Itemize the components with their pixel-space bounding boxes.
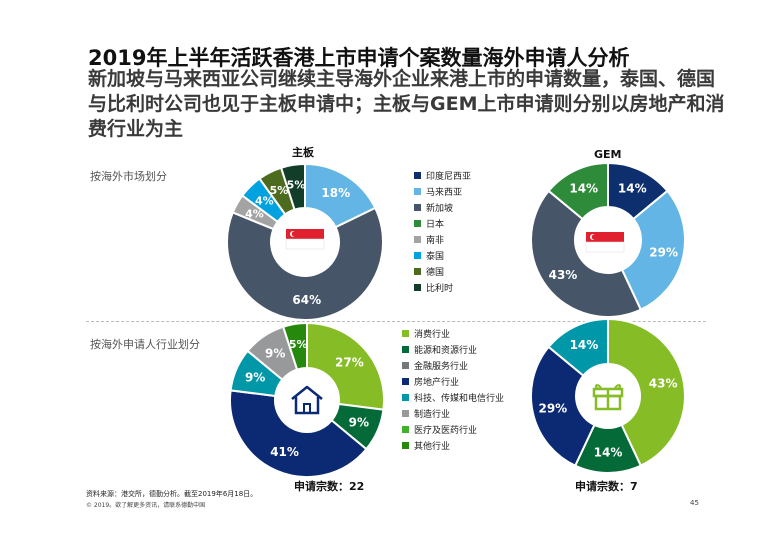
main-market-data-label: 4% [255,195,274,208]
legend-label: 德国 [426,267,445,278]
legend-industry: 消费行业能源和资源行业 金融服务行业 房地产行业科技、传媒和电信行业 制造行业医疗及医… [402,325,504,453]
singapore-flag-icon [585,232,625,253]
legend-item: 德国 [414,263,471,279]
legend-label: 印度尼西亚 [426,171,472,182]
legend-label: 房地产行业 [414,377,460,388]
legend-label: 消费行业 [414,329,451,340]
legend-item: 比利时 [414,279,471,295]
singapore-flag-icon [285,229,325,250]
legend-item: 消费行业 [402,325,504,341]
main-board-label: 主板 [292,146,314,159]
gem-industry-donut-chart: 43% 14% 29% 14% [530,317,686,474]
main-market-data-label: 18% [321,186,350,200]
legend-swatch [402,409,409,417]
page-number: 45 [690,499,699,507]
gem-market-donut-chart: 14% 29% 43% 14% [530,161,686,318]
legend-item: 科技、传媒和电信行业 [402,389,504,405]
legend-swatch [402,329,409,337]
legend-item: 其他行业 [402,437,504,453]
gem-industry-data-label: 43% [649,377,678,391]
main-industry-slice [306,321,385,411]
main-industry-data-label: 9% [245,371,265,385]
main-market-data-label: 4% [245,208,264,221]
main-industry-data-label: 9% [265,346,285,360]
legend-swatch [414,171,421,179]
legend-item: 制造行业 [402,405,504,421]
legend-item: 医疗及医药行业 [402,421,504,437]
page-subtitle: 新加坡与马来西亚公司继续主导海外企业来港上市的申请数量，泰国、德国与比利时公司也… [88,68,725,140]
legend-label: 金融服务行业 [414,361,469,372]
main-market-data-label: 64% [292,293,321,307]
legend-label: 能源和资源行业 [414,345,478,356]
main-market-data-label: 5% [270,184,289,197]
footnote: 资料来源：港交所，德勤分析。截至2019年6月18日。 [86,490,258,498]
legend-swatch [414,283,421,291]
legend-label: 新加坡 [426,203,454,214]
legend-label: 南非 [426,235,445,246]
main-industry-donut-chart: 27%9%41%9%9%5% [229,321,385,478]
main-industry-data-label: 9% [349,415,369,429]
legend-label: 医疗及医药行业 [414,425,478,436]
gem-industry-data-label: 14% [594,446,623,460]
legend-item: 南非 [414,231,471,247]
main-industry-data-label: 41% [270,445,299,459]
legend-item: 泰国 [414,247,471,263]
legend-swatch [402,345,409,353]
gift-icon [592,384,624,411]
legend-swatch [414,267,421,275]
legend-item: 日本 [414,215,471,231]
legend-item: 新加坡 [414,199,471,215]
main-market-data-label: 5% [287,179,306,192]
legend-label: 其他行业 [414,441,451,452]
main-industry-data-label: 5% [289,338,308,351]
legend-swatch [414,203,421,211]
legend-label: 泰国 [426,251,445,262]
legend-item: 房地产行业 [402,373,504,389]
legend-label: 比利时 [426,283,454,294]
legend-swatch [414,187,421,195]
gem-industry-data-label: 29% [538,401,567,415]
gem-market-data-label: 43% [549,268,578,282]
gem-market-data-label: 14% [618,181,647,195]
page-title: 2019年上半年活跃香港上市申请个案数量海外申请人分析 [88,46,630,70]
main-industry-data-label: 27% [335,356,364,370]
legend-label: 科技、传媒和电信行业 [414,393,505,404]
legend-item: 印度尼西亚 [414,167,471,183]
legend-label: 马来西亚 [426,187,463,198]
legend-swatch [402,425,409,433]
gem-industry-data-label: 14% [570,338,599,352]
legend-market: 印度尼西亚马来西亚新加坡日本南非泰国德国比利时 [414,167,471,295]
legend-swatch [402,441,409,449]
count-main: 申请宗数：22 [294,480,365,493]
section-divider [86,321,706,322]
gem-market-data-label: 29% [649,245,678,259]
legend-swatch [414,235,421,243]
house-icon [291,385,323,415]
gem-market-data-label: 14% [569,181,598,195]
legend-item: 能源和资源行业 [402,341,504,357]
legend-swatch [402,377,409,385]
legend-swatch [402,361,409,369]
legend-swatch [414,251,421,259]
gem-label: GEM [594,148,622,161]
legend-label: 制造行业 [414,409,451,420]
legend-item: 金融服务行业 [402,357,504,373]
legend-swatch [414,219,421,227]
section-label-market: 按海外市场划分 [90,170,167,183]
count-gem: 申请宗数：7 [575,480,638,493]
legend-item: 马来西亚 [414,183,471,199]
main-industry-center [275,368,339,432]
section-label-industry: 按海外申请人行业划分 [90,338,200,351]
copyright: © 2019。欲了解更多资讯，请联系德勤中国 [86,502,206,509]
legend-label: 日本 [426,219,445,230]
legend-swatch [402,393,409,401]
